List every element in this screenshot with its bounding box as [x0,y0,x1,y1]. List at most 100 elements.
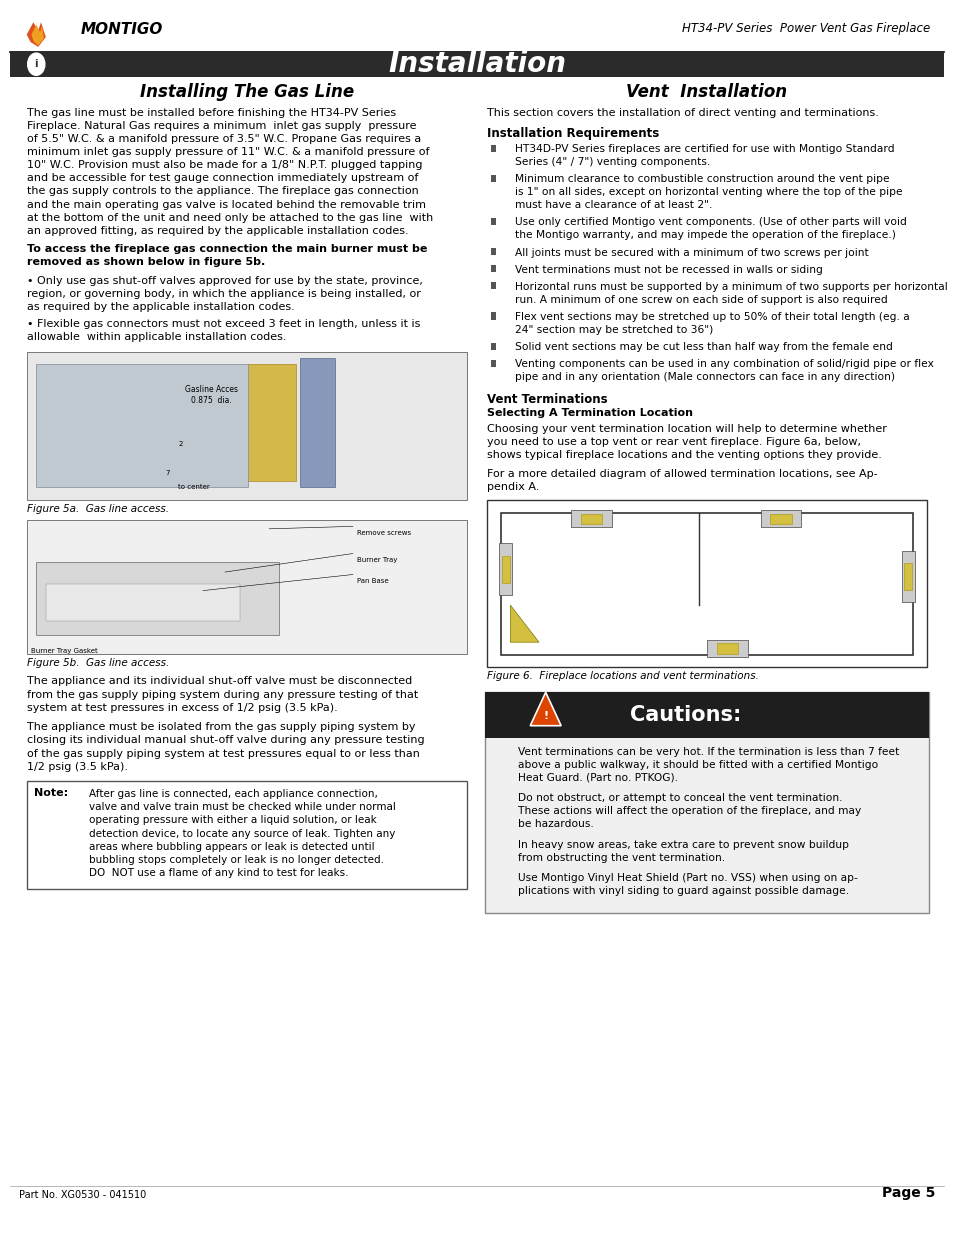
Bar [491,283,496,289]
Text: i: i [34,59,38,69]
Text: The appliance must be isolated from the gas supply piping system by: The appliance must be isolated from the … [27,722,415,732]
Text: above a public walkway, it should be fitted with a certified Montigo: above a public walkway, it should be fit… [517,760,878,769]
Text: minimum inlet gas supply pressure of 11" W.C. & a manifold pressure of: minimum inlet gas supply pressure of 11"… [27,147,429,157]
Text: system at test pressures in excess of 1/2 psig (3.5 kPa).: system at test pressures in excess of 1/… [27,703,337,713]
Bar [901,551,914,603]
Bar [494,794,498,802]
Text: Solid vent sections may be cut less than half way from the female end: Solid vent sections may be cut less than… [515,342,892,352]
Bar [494,747,498,755]
Text: of 5.5" W.C. & a manifold pressure of 3.5" W.C. Propane Gas requires a: of 5.5" W.C. & a manifold pressure of 3.… [27,133,420,144]
Text: Gasline Acces
0.875  dia.: Gasline Acces 0.875 dia. [185,385,238,405]
Text: Minimum clearance to combustible construction around the vent pipe: Minimum clearance to combustible constru… [515,174,889,184]
Bar [46,584,239,621]
Text: removed as shown below in figure 5b.: removed as shown below in figure 5b. [27,257,265,267]
Text: In heavy snow areas, take extra care to prevent snow buildup: In heavy snow areas, take extra care to … [517,840,848,850]
Bar [491,248,496,256]
Text: detection device, to locate any source of leak. Tighten any: detection device, to locate any source o… [89,829,395,839]
Bar [27,352,467,500]
Text: you need to use a top vent or rear vent fireplace. Figure 6a, below,: you need to use a top vent or rear vent … [486,437,860,447]
Text: the Montigo warranty, and may impede the operation of the fireplace.): the Montigo warranty, and may impede the… [515,231,895,241]
Text: Horizontal runs must be supported by a minimum of two supports per horizontal: Horizontal runs must be supported by a m… [515,282,947,291]
Bar [580,514,601,524]
Text: plications with vinyl siding to guard against possible damage.: plications with vinyl siding to guard ag… [517,887,848,897]
Text: operating pressure with either a liquid solution, or leak: operating pressure with either a liquid … [89,815,376,825]
Text: from the gas supply piping system during any pressure testing of that: from the gas supply piping system during… [27,689,417,699]
Bar [501,556,509,583]
Bar [494,841,498,847]
Text: Note:: Note: [34,788,69,798]
Text: Figure 5a.  Gas line access.: Figure 5a. Gas line access. [27,504,169,514]
Text: 1/2 psig (3.5 kPa).: 1/2 psig (3.5 kPa). [27,762,128,772]
Text: of the gas supply piping system at test pressures equal to or less than: of the gas supply piping system at test … [27,748,419,758]
Text: pipe and in any orientation (Male connectors can face in any direction): pipe and in any orientation (Male connec… [515,372,894,382]
Text: • Flexible gas connectors must not exceed 3 feet in length, unless it is: • Flexible gas connectors must not excee… [27,319,419,329]
Text: and be accessible for test gauge connection immediately upstream of: and be accessible for test gauge connect… [27,173,417,183]
Text: Use Montigo Vinyl Heat Shield (Part no. VSS) when using on ap-: Use Montigo Vinyl Heat Shield (Part no. … [517,873,857,883]
Bar [299,358,335,488]
Text: Remove screws: Remove screws [357,530,411,536]
Bar [484,692,928,913]
Text: valve and valve train must be checked while under normal: valve and valve train must be checked wh… [89,803,395,813]
Text: DO  NOT use a flame of any kind to test for leaks.: DO NOT use a flame of any kind to test f… [89,868,348,878]
Text: 24" section may be stretched to 36"): 24" section may be stretched to 36") [515,325,713,335]
Text: bubbling stops completely or leak is no longer detected.: bubbling stops completely or leak is no … [89,855,383,864]
Text: To access the fireplace gas connection the main burner must be: To access the fireplace gas connection t… [27,245,427,254]
Text: and the main operating gas valve is located behind the removable trim: and the main operating gas valve is loca… [27,200,425,210]
Text: Vent terminations can be very hot. If the termination is less than 7 feet: Vent terminations can be very hot. If th… [517,747,899,757]
Text: areas where bubbling appears or leak is detected until: areas where bubbling appears or leak is … [89,842,374,852]
Text: Use only certified Montigo vent components. (Use of other parts will void: Use only certified Montigo vent componen… [515,217,906,227]
Polygon shape [31,25,44,46]
Text: The gas line must be installed before finishing the HT34-PV Series: The gas line must be installed before fi… [27,107,395,117]
Text: 7: 7 [165,469,170,475]
Text: The appliance and its individual shut-off valve must be disconnected: The appliance and its individual shut-of… [27,677,412,687]
Bar [36,562,278,635]
Text: Installation: Installation [388,51,565,78]
Text: allowable  within applicable installation codes.: allowable within applicable installation… [27,332,286,342]
Text: Vent Terminations: Vent Terminations [486,393,606,406]
Text: Pan Base: Pan Base [357,578,389,584]
Text: After gas line is connected, each appliance connection,: After gas line is connected, each applia… [89,789,377,799]
Text: Do not obstruct, or attempt to conceal the vent termination.: Do not obstruct, or attempt to conceal t… [517,793,841,803]
Text: must have a clearance of at least 2".: must have a clearance of at least 2". [515,200,712,210]
Bar [491,312,496,320]
Text: HT34-PV Series  Power Vent Gas Fireplace: HT34-PV Series Power Vent Gas Fireplace [681,22,929,36]
Text: Vent terminations must not be recessed in walls or siding: Vent terminations must not be recessed i… [515,264,822,274]
Bar [770,514,791,524]
Circle shape [28,53,45,75]
Text: region, or governing body, in which the appliance is being installed, or: region, or governing body, in which the … [27,289,420,299]
Bar [707,640,747,657]
Bar [486,500,926,667]
Bar [903,563,911,590]
Text: to center: to center [178,484,210,490]
Text: HT34D-PV Series fireplaces are certified for use with Montigo Standard: HT34D-PV Series fireplaces are certified… [515,144,894,154]
Text: closing its individual manual shut-off valve during any pressure testing: closing its individual manual shut-off v… [27,736,424,746]
Text: Burner Tray Gasket: Burner Tray Gasket [31,647,98,653]
Text: as required by the applicable installation codes.: as required by the applicable installati… [27,301,294,311]
Bar [494,874,498,881]
Text: Cautions:: Cautions: [629,705,740,725]
Text: Choosing your vent termination location will help to determine whether: Choosing your vent termination location … [486,424,885,435]
Bar [500,513,912,655]
Polygon shape [530,693,560,726]
Text: Installing The Gas Line: Installing The Gas Line [140,83,354,101]
Text: Page 5: Page 5 [881,1187,934,1200]
Text: • Only use gas shut-off valves approved for use by the state, province,: • Only use gas shut-off valves approved … [27,275,422,285]
Polygon shape [510,605,538,642]
Bar [491,174,496,182]
Text: Vent  Installation: Vent Installation [626,83,786,101]
Text: Fireplace. Natural Gas requires a minimum  inlet gas supply  pressure: Fireplace. Natural Gas requires a minimu… [27,121,416,131]
Bar [571,510,611,527]
Bar [491,144,496,152]
Bar [491,219,496,225]
Bar [716,643,738,653]
Text: Series (4" / 7") venting components.: Series (4" / 7") venting components. [515,157,710,167]
Text: an approved fitting, as required by the applicable installation codes.: an approved fitting, as required by the … [27,226,408,236]
Bar [247,364,295,482]
Text: the gas supply controls to the appliance. The fireplace gas connection: the gas supply controls to the appliance… [27,186,418,196]
Text: Figure 5b.  Gas line access.: Figure 5b. Gas line access. [27,658,169,668]
Polygon shape [27,22,46,47]
Text: All joints must be secured with a minimum of two screws per joint: All joints must be secured with a minimu… [515,247,868,258]
Text: This section covers the installation of direct venting and terminations.: This section covers the installation of … [486,107,878,117]
Text: Heat Guard. (Part no. PTKOG).: Heat Guard. (Part no. PTKOG). [517,773,678,783]
Text: is 1" on all sides, except on horizontal venting where the top of the pipe: is 1" on all sides, except on horizontal… [515,188,902,198]
